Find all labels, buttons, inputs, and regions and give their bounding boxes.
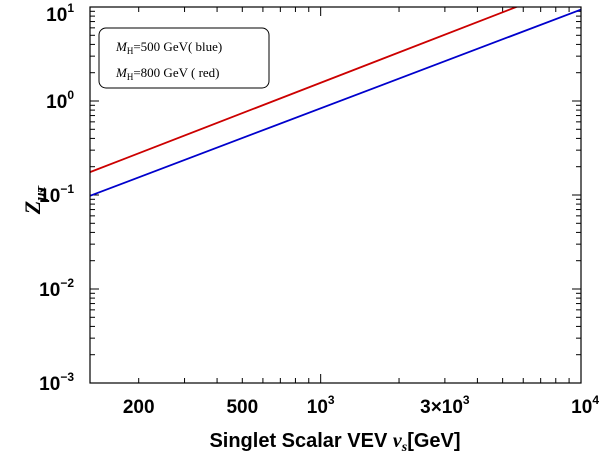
y-tick-label: 100: [46, 88, 74, 113]
legend-entry-blue: MH=500 GeV( blue): [115, 39, 222, 56]
plot-frame: [89, 6, 582, 384]
y-axis-title: Zμτ: [20, 184, 49, 215]
x-tick-label: 500: [226, 397, 258, 418]
legend-sym: M: [115, 65, 128, 80]
y-tick-label: 10−2: [39, 276, 74, 301]
y-tick-label: 101: [46, 1, 74, 26]
x-axis-title-sub: s: [401, 440, 408, 455]
legend-sub: H: [127, 46, 134, 56]
x-tick-label: 103: [307, 393, 335, 418]
y-axis-title-sub: μτ: [33, 184, 49, 201]
x-axis-title-unit: [GeV]: [407, 430, 460, 452]
legend-sym: M: [115, 39, 128, 54]
legend-text: =800 GeV ( red): [133, 65, 219, 80]
series-line-red: [90, 7, 519, 173]
labels-layer: 200 500 103 3×103 104 10−3 10−2 10−1 100 101: [39, 1, 599, 418]
legend-sub: H: [127, 72, 134, 82]
y-axis-title-symbol: Z: [20, 201, 45, 215]
x-axis-title-symbol: v: [393, 430, 403, 452]
x-tick-label: 3×103: [420, 393, 470, 418]
x-axis-title-text: Singlet Scalar VEV: [209, 430, 392, 452]
legend: MH=500 GeV( blue) MH=800 GeV ( red): [98, 27, 270, 89]
series-line-blue: [90, 8, 581, 197]
y-tick-label: 10−1: [39, 182, 74, 207]
legend-text: =500 GeV( blue): [133, 39, 222, 54]
x-axis-title: Singlet Scalar VEV vs[GeV]: [209, 430, 460, 455]
y-tick-label: 10−3: [39, 370, 74, 395]
x-tick-label: 200: [123, 397, 155, 418]
legend-entry-red: MH=800 GeV ( red): [115, 65, 220, 82]
series-layer: [90, 7, 581, 197]
x-tick-label: 104: [571, 393, 599, 418]
legend-box: [98, 27, 270, 89]
